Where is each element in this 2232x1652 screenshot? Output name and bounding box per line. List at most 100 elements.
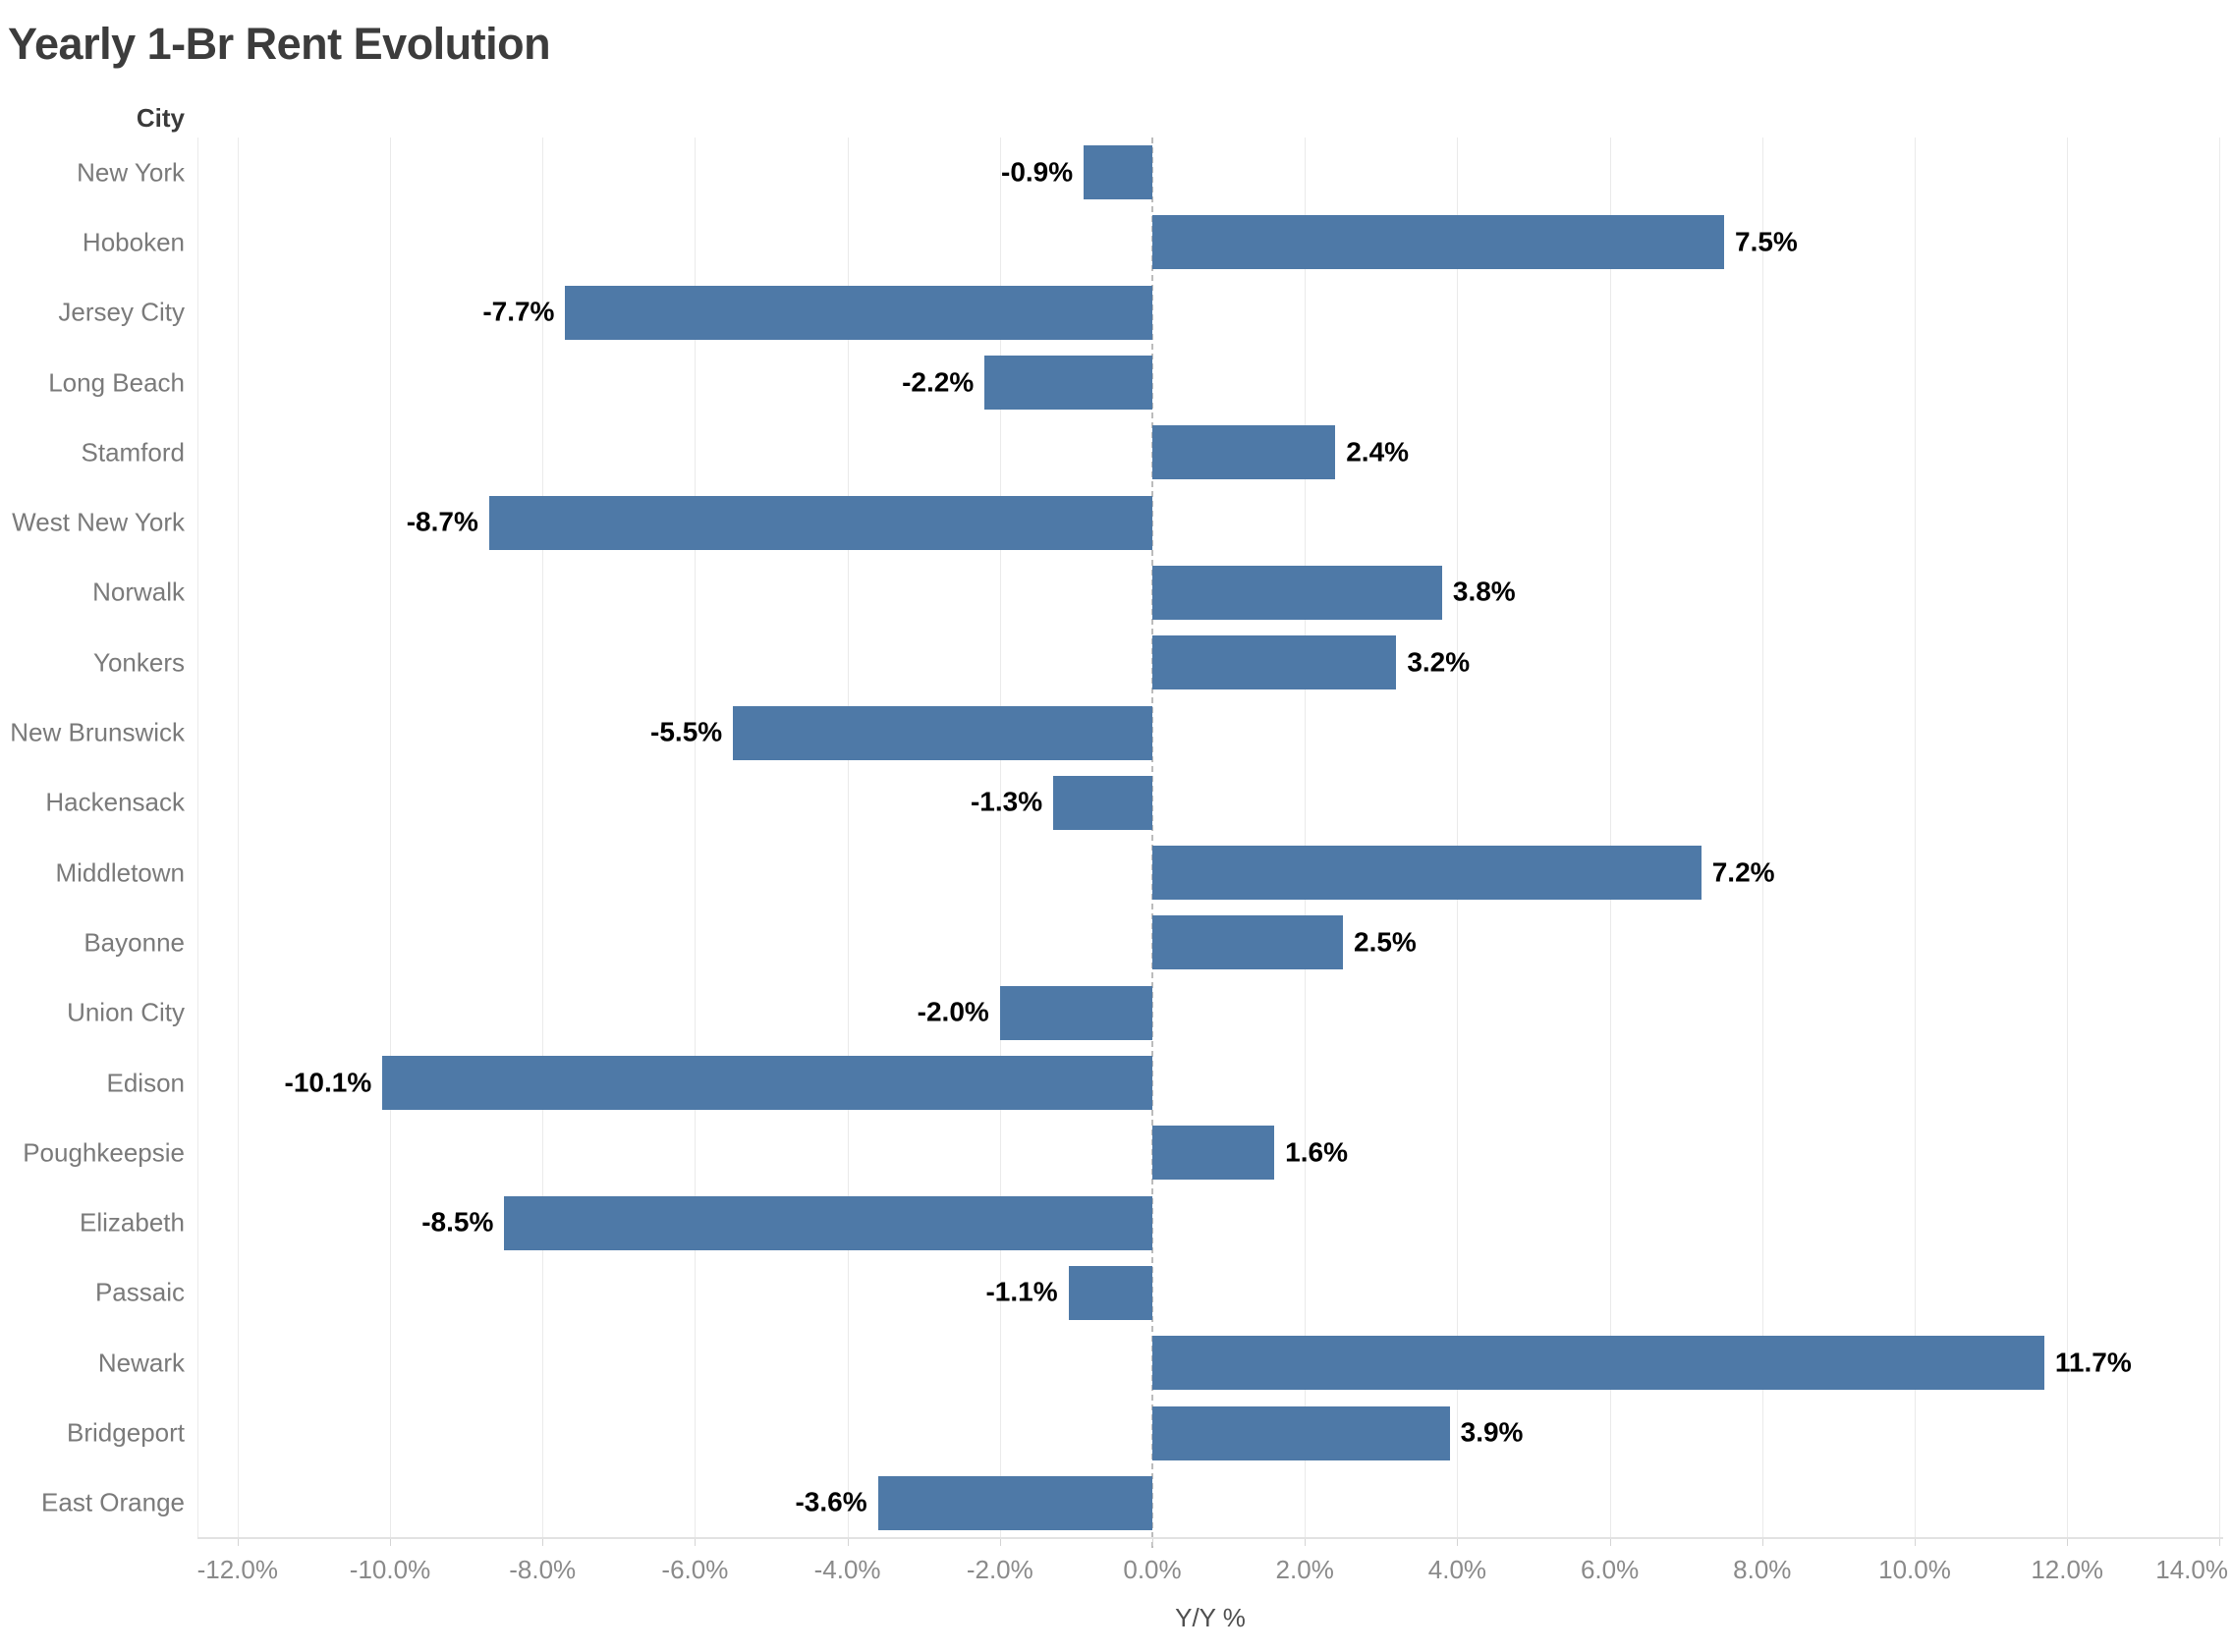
bar[interactable] <box>1084 145 1152 200</box>
value-label: 2.4% <box>1346 436 1410 468</box>
gridline <box>1609 138 1611 1538</box>
bar[interactable] <box>1152 635 1397 690</box>
category-label[interactable]: East Orange <box>41 1487 185 1517</box>
value-label: -1.1% <box>985 1276 1058 1307</box>
x-tick-label: -4.0% <box>813 1555 881 1584</box>
category-label[interactable]: Middletown <box>55 857 185 888</box>
category-label[interactable]: Elizabeth <box>80 1207 185 1238</box>
category-label[interactable]: Yonkers <box>93 647 185 678</box>
category-label[interactable]: West New York <box>12 507 185 537</box>
gridline <box>2067 138 2069 1538</box>
x-tick-mark <box>1609 1538 1611 1546</box>
x-tick-label: -2.0% <box>966 1555 1033 1584</box>
bar[interactable] <box>1152 1336 2044 1391</box>
x-tick-mark <box>1457 1538 1459 1546</box>
x-tick-mark <box>695 1538 697 1546</box>
x-tick-mark <box>2219 1538 2221 1546</box>
bar[interactable] <box>877 1475 1152 1530</box>
x-tick-mark <box>847 1538 849 1546</box>
x-tick-mark <box>1305 1538 1307 1546</box>
x-tick-mark <box>1152 1538 1153 1546</box>
category-label[interactable]: Jersey City <box>58 297 185 327</box>
plot-border-left <box>197 138 198 1538</box>
column-header-city[interactable]: City <box>136 103 185 133</box>
x-tick-label: 8.0% <box>1733 1555 1792 1584</box>
category-label[interactable]: Long Beach <box>48 367 185 398</box>
x-tick-mark <box>542 1538 544 1546</box>
category-label[interactable]: Hackensack <box>45 787 185 817</box>
bar[interactable] <box>565 285 1152 340</box>
x-tick-label: 14.0% <box>2155 1555 2228 1584</box>
gridline <box>237 138 239 1538</box>
gridline <box>390 138 391 1538</box>
category-label[interactable]: Passaic <box>94 1277 185 1307</box>
x-tick-mark <box>1761 1538 1763 1546</box>
bar[interactable] <box>1152 1405 1450 1460</box>
value-label: 3.8% <box>1452 576 1516 607</box>
bar[interactable] <box>1152 215 1724 270</box>
x-tick-label: 12.0% <box>2031 1555 2104 1584</box>
gridline <box>847 138 849 1538</box>
category-label[interactable]: Bayonne <box>84 927 185 958</box>
x-tick-mark <box>237 1538 239 1546</box>
value-label: 2.5% <box>1354 926 1417 958</box>
value-label: 3.2% <box>1407 646 1471 678</box>
value-label: -2.0% <box>917 996 989 1027</box>
x-tick-mark <box>2067 1538 2069 1546</box>
bar[interactable] <box>999 985 1152 1040</box>
x-tick-label: 4.0% <box>1427 1555 1487 1584</box>
value-label: 3.9% <box>1460 1416 1524 1448</box>
bar[interactable] <box>1152 846 1702 901</box>
category-label[interactable]: Bridgeport <box>67 1417 185 1448</box>
x-tick-label: -6.0% <box>661 1555 729 1584</box>
bar[interactable] <box>1152 425 1336 480</box>
value-label: -8.7% <box>406 506 478 537</box>
bar[interactable] <box>1152 1126 1275 1181</box>
category-label[interactable]: New Brunswick <box>10 717 185 747</box>
category-label[interactable]: Stamford <box>81 437 186 468</box>
value-label: 11.7% <box>2054 1347 2132 1378</box>
value-label: -7.7% <box>482 296 555 327</box>
x-tick-mark <box>390 1538 391 1546</box>
category-label[interactable]: Hoboken <box>82 227 185 257</box>
bar[interactable] <box>382 1056 1152 1111</box>
value-label: -3.6% <box>795 1486 867 1517</box>
value-label: 7.2% <box>1711 856 1775 888</box>
category-label[interactable]: New York <box>77 157 185 188</box>
x-tick-mark <box>999 1538 1001 1546</box>
x-tick-label: 2.0% <box>1275 1555 1334 1584</box>
bar[interactable] <box>504 1195 1152 1250</box>
category-label[interactable]: Newark <box>97 1348 185 1378</box>
gridline <box>1761 138 1763 1538</box>
bar[interactable] <box>1068 1265 1152 1320</box>
gridline <box>1457 138 1459 1538</box>
gridline <box>1915 138 1916 1538</box>
bar[interactable] <box>984 356 1152 411</box>
x-axis-title: Y/Y % <box>1175 1603 1246 1632</box>
category-label[interactable]: Union City <box>67 997 185 1027</box>
chart-title: Yearly 1-Br Rent Evolution <box>8 19 551 69</box>
value-label: -1.3% <box>970 786 1043 817</box>
x-tick-label: -10.0% <box>349 1555 431 1584</box>
value-label: -8.5% <box>421 1206 494 1238</box>
value-label: -10.1% <box>284 1066 372 1097</box>
category-label[interactable]: Norwalk <box>92 577 185 607</box>
gridline <box>999 138 1001 1538</box>
value-label: -0.9% <box>1001 156 1074 188</box>
value-label: 1.6% <box>1285 1136 1348 1168</box>
bar[interactable] <box>1053 775 1152 830</box>
x-tick-label: 0.0% <box>1123 1555 1182 1584</box>
x-tick-label: 10.0% <box>1878 1555 1951 1584</box>
category-label[interactable]: Edison <box>106 1068 186 1098</box>
x-tick-mark <box>1915 1538 1916 1546</box>
gridline <box>1305 138 1307 1538</box>
bar[interactable] <box>1152 915 1343 970</box>
category-label[interactable]: Poughkeepsie <box>23 1137 185 1168</box>
bar[interactable] <box>1152 565 1442 620</box>
bar[interactable] <box>488 495 1152 550</box>
gridline <box>695 138 697 1538</box>
bar[interactable] <box>733 705 1152 760</box>
x-tick-label: -12.0% <box>196 1555 278 1584</box>
x-tick-label: 6.0% <box>1580 1555 1640 1584</box>
